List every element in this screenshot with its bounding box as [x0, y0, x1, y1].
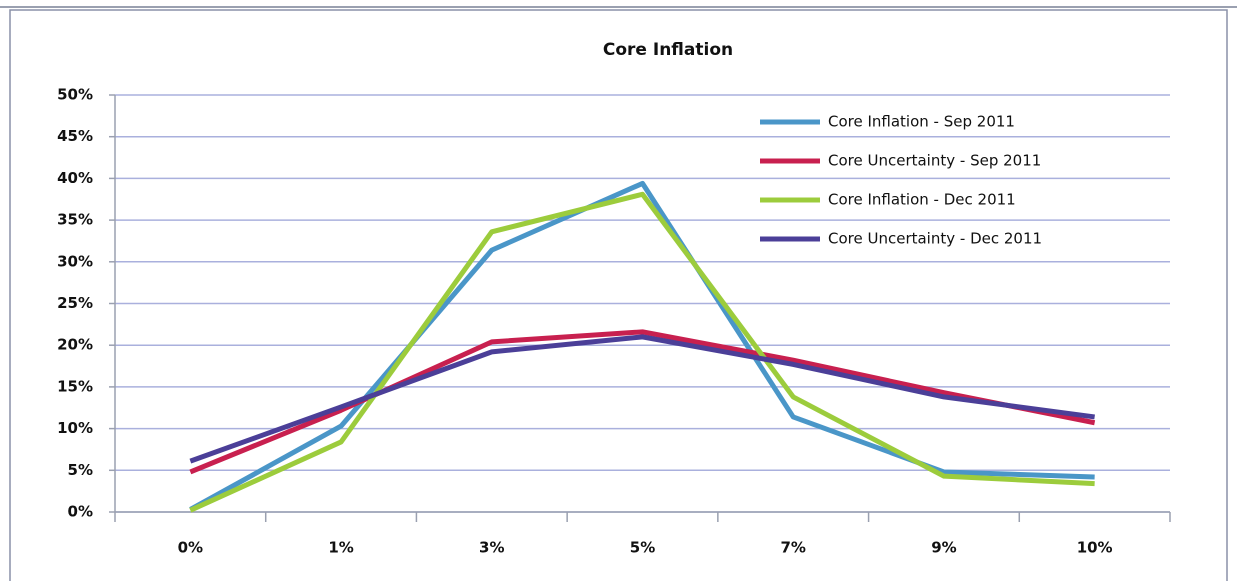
- legend-label: Core Uncertainty - Dec 2011: [828, 230, 1042, 248]
- series-line: [189, 191, 1095, 513]
- y-tick-label: 0%: [68, 503, 93, 521]
- x-tick-label: 7%: [780, 539, 805, 557]
- series-line: [189, 329, 1096, 475]
- x-tick-label: 10%: [1077, 539, 1113, 557]
- y-tick-label: 50%: [57, 86, 93, 104]
- x-tick-label: 0%: [178, 539, 203, 557]
- y-tick-label: 5%: [68, 461, 93, 479]
- x-tick-label: 3%: [479, 539, 504, 557]
- legend-label: Core Inflation - Dec 2011: [828, 191, 1016, 209]
- x-tick-label: 9%: [931, 539, 956, 557]
- y-tick-label: 20%: [57, 336, 93, 354]
- y-tick-label: 25%: [57, 294, 93, 312]
- series-line: [189, 180, 1095, 512]
- y-tick-label: 35%: [57, 211, 93, 229]
- x-tick-label: 1%: [328, 539, 353, 557]
- series-line: [189, 334, 1095, 464]
- y-tick-label: 40%: [57, 169, 93, 187]
- y-tick-label: 45%: [57, 127, 93, 145]
- y-tick-label: 10%: [57, 419, 93, 437]
- y-tick-label: 30%: [57, 252, 93, 270]
- chart-frame: [9, 9, 1228, 581]
- legend-label: Core Uncertainty - Sep 2011: [828, 152, 1041, 170]
- x-tick-label: 5%: [630, 539, 655, 557]
- legend-label: Core Inflation - Sep 2011: [828, 113, 1015, 131]
- chart-title: Core Inflation: [603, 40, 733, 60]
- y-tick-label: 15%: [57, 377, 93, 395]
